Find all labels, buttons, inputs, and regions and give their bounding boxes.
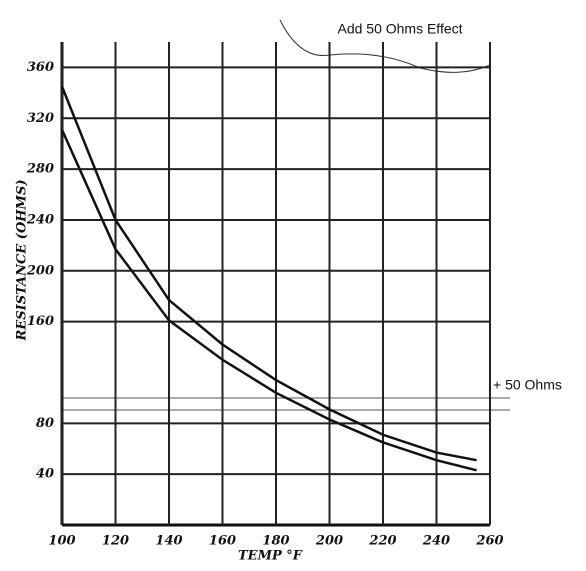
x-tick-label: 220	[368, 534, 396, 549]
y-tick-label: 80	[36, 416, 54, 431]
annotation: + 50 Ohms	[493, 377, 562, 393]
x-tick-label: 240	[422, 534, 450, 549]
x-axis-label: TEMP °F	[238, 549, 303, 564]
x-tick-label: 100	[48, 534, 75, 549]
x-tick-label: 200	[315, 534, 343, 549]
y-tick-label: 40	[36, 467, 54, 482]
x-tick-label: 120	[102, 534, 129, 549]
x-tick-label: 160	[209, 534, 236, 549]
y-tick-label: 160	[27, 314, 54, 329]
x-tick-label: 260	[475, 534, 503, 549]
x-tick-label: 180	[262, 534, 289, 549]
y-tick-label: 280	[26, 162, 54, 177]
y-tick-label: 200	[26, 263, 54, 278]
x-tick-label: 140	[155, 534, 182, 549]
chart-title: Add 50 Ohms Effect	[337, 21, 462, 37]
y-axis-label: RESISTANCE (OHMS)	[15, 180, 30, 342]
y-tick-label: 320	[27, 111, 54, 126]
y-tick-label: 240	[26, 212, 54, 227]
curve	[60, 86, 477, 462]
torn-edge	[279, 19, 491, 73]
curve	[60, 129, 477, 472]
y-tick-label: 360	[27, 60, 54, 75]
